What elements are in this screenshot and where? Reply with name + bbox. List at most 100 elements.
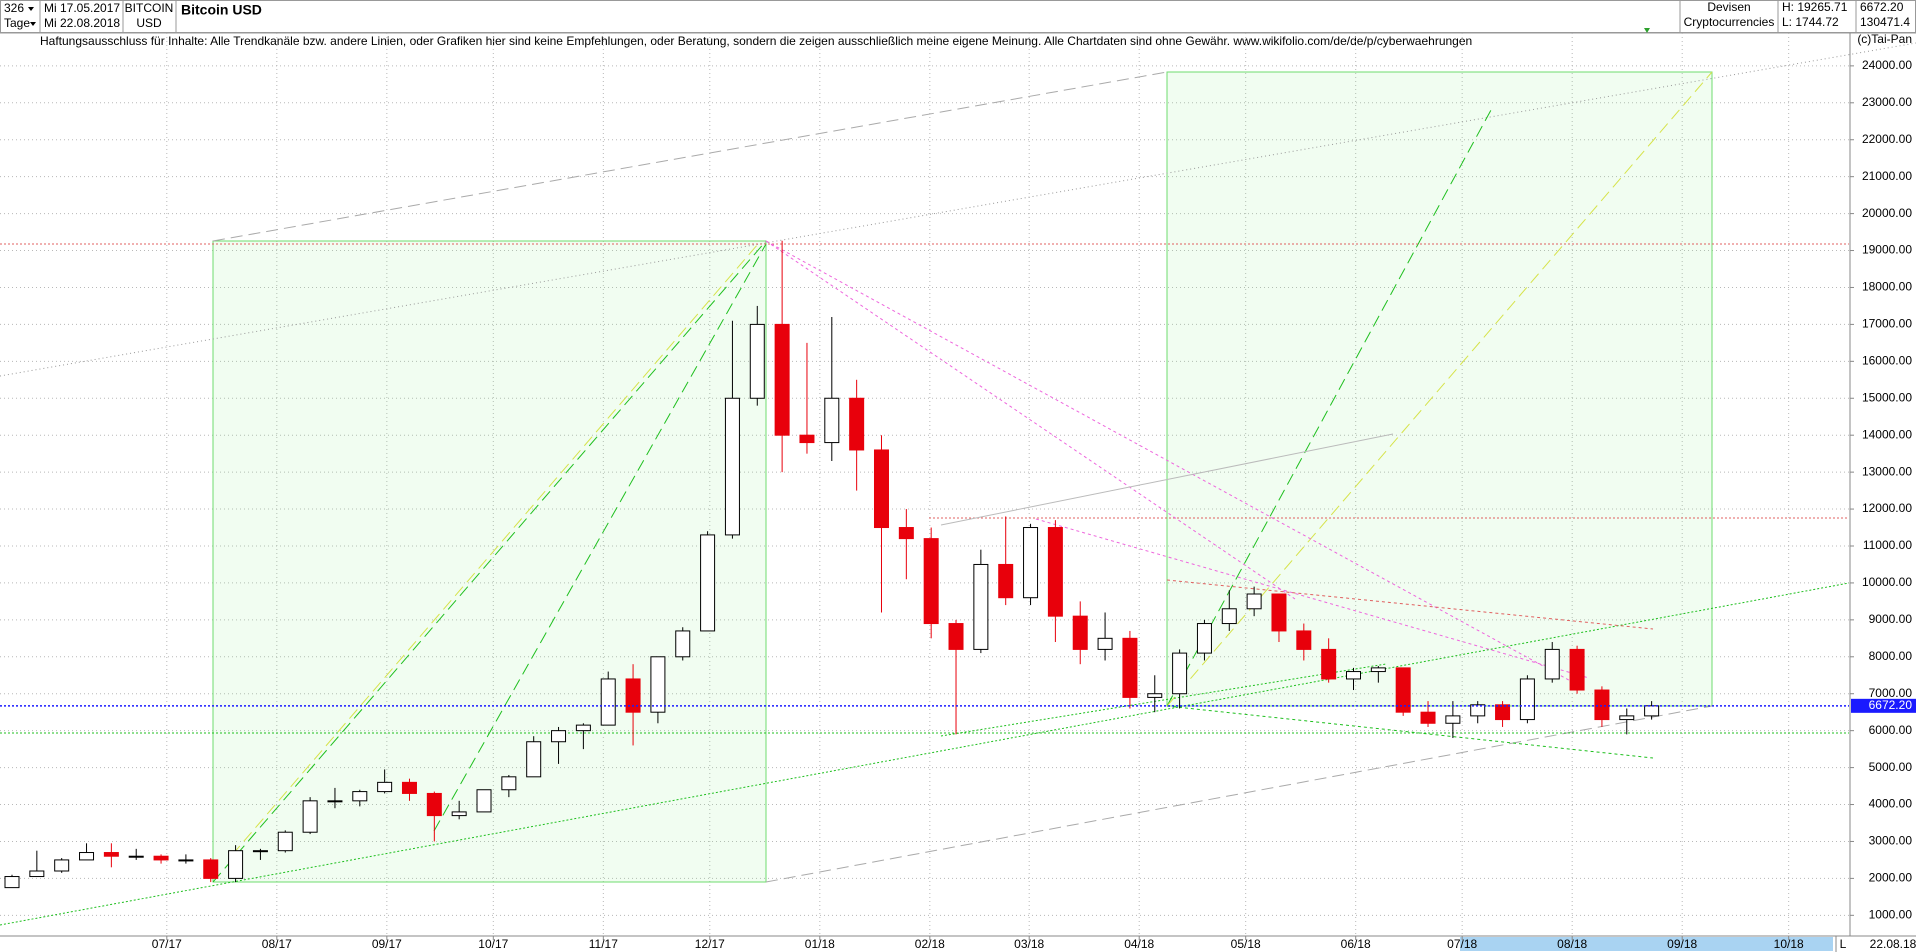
symbol: BITCOIN <box>125 1 174 15</box>
y-tick-label: 22000.00 <box>1862 132 1912 146</box>
trend-line <box>1166 109 1492 707</box>
y-tick-label: 14000.00 <box>1862 427 1912 441</box>
y-tick-label: 1000.00 <box>1869 907 1913 921</box>
grid <box>0 33 1849 936</box>
candle-body <box>873 449 889 529</box>
x-tick-label: 02/18 <box>915 937 945 951</box>
y-tick-label: 20000.00 <box>1862 206 1912 220</box>
x-tick-label: 10/18 <box>1774 937 1804 951</box>
x-tick-label: 06/18 <box>1341 937 1371 951</box>
market: Devisen <box>1707 0 1750 14</box>
y-tick-label: 16000.00 <box>1862 354 1912 368</box>
dropdown-arrow[interactable] <box>28 7 34 11</box>
y-tick-label: 17000.00 <box>1862 317 1912 331</box>
candle-body <box>1097 637 1113 650</box>
last-value: 6672.20 <box>1860 0 1904 14</box>
date-to: Mi 22.08.2018 <box>44 16 120 30</box>
candle-body <box>724 397 740 536</box>
candle-body <box>600 678 616 726</box>
candle-body <box>973 563 989 650</box>
y-tick-label: 19000.00 <box>1862 243 1912 257</box>
copyright: (c)Tai-Pan <box>1857 32 1912 46</box>
unit[interactable]: Tage <box>4 16 30 30</box>
trend-line <box>0 582 1850 926</box>
x-tick-label: 09/18 <box>1667 937 1697 951</box>
candle-body <box>451 811 467 817</box>
date-from: Mi 17.05.2017 <box>44 1 120 15</box>
candle-body <box>178 859 194 862</box>
last-price-label: 6672.20 <box>1869 698 1913 712</box>
candle-body <box>1470 704 1486 717</box>
y-tick-label: 24000.00 <box>1862 58 1912 72</box>
candle-body <box>401 781 417 794</box>
candle-body <box>1221 608 1237 625</box>
candle-body <box>103 852 119 857</box>
y-tick-label: 23000.00 <box>1862 95 1912 109</box>
candle-body <box>29 870 45 878</box>
candle-body <box>1644 705 1660 717</box>
trend-line <box>940 433 1394 526</box>
candle-body <box>1321 648 1337 680</box>
scale-mode[interactable]: L <box>1840 937 1847 951</box>
y-tick-label: 5000.00 <box>1869 760 1913 774</box>
x-tick-label: 04/18 <box>1124 937 1154 951</box>
candle-body <box>128 855 144 858</box>
period[interactable]: 326 <box>4 1 24 15</box>
x-tick-label: 11/17 <box>589 937 618 951</box>
trend-line <box>765 240 1577 685</box>
end-date: 22.08.18 <box>1870 937 1916 951</box>
low: L: 1744.72 <box>1782 15 1839 29</box>
y-tick-label: 9000.00 <box>1869 612 1913 626</box>
trend-line <box>1166 71 1713 707</box>
candle-body <box>1246 593 1262 610</box>
candle-body <box>1346 671 1362 680</box>
candle-body <box>228 850 244 879</box>
candle-body <box>948 623 964 650</box>
chart-title: Bitcoin USD <box>181 2 262 18</box>
marker <box>1644 28 1650 33</box>
candle-body <box>675 630 691 658</box>
candle-body <box>476 789 492 813</box>
x-tick-label: 03/18 <box>1014 937 1044 951</box>
candle-body <box>1147 693 1163 698</box>
candle-body <box>1420 711 1436 724</box>
x-tick-label: 08/17 <box>262 937 292 951</box>
trend-line <box>940 663 1387 737</box>
candle-body <box>774 323 790 436</box>
candle-body <box>1544 648 1560 680</box>
x-tick-label: 05/18 <box>1231 937 1261 951</box>
trend-line <box>0 42 1916 377</box>
trend-line <box>231 243 759 856</box>
x-tick-label: 07/17 <box>152 937 182 951</box>
volume: 130471.4 <box>1860 15 1910 29</box>
candle-body <box>824 397 840 444</box>
candle-body <box>1196 623 1212 654</box>
x-tick-label: 10/17 <box>478 937 508 951</box>
candle-body <box>377 781 393 793</box>
candle-body <box>327 800 343 803</box>
dropdown-arrow[interactable] <box>30 22 36 26</box>
y-tick-label: 10000.00 <box>1862 575 1912 589</box>
trend-line <box>765 705 1713 883</box>
candle-body <box>153 855 169 861</box>
candle-body <box>54 859 70 872</box>
candle-body <box>575 724 591 732</box>
candle-body <box>302 800 318 833</box>
group: Cryptocurrencies <box>1684 15 1775 29</box>
high: H: 19265.71 <box>1782 0 1848 14</box>
candle-body <box>1445 715 1461 724</box>
y-tick-label: 4000.00 <box>1869 797 1913 811</box>
candle-body <box>898 527 914 540</box>
y-tick-label: 2000.00 <box>1869 871 1913 885</box>
candle-body <box>799 434 815 444</box>
trend-line <box>765 240 1296 600</box>
candle-body <box>749 323 765 399</box>
candle-body <box>4 876 20 889</box>
candle-body <box>1519 678 1535 721</box>
candles <box>4 240 1660 889</box>
last-price-box <box>1851 698 1916 713</box>
x-tick-label: 07/18 <box>1447 937 1477 951</box>
candle-body <box>1072 615 1088 650</box>
